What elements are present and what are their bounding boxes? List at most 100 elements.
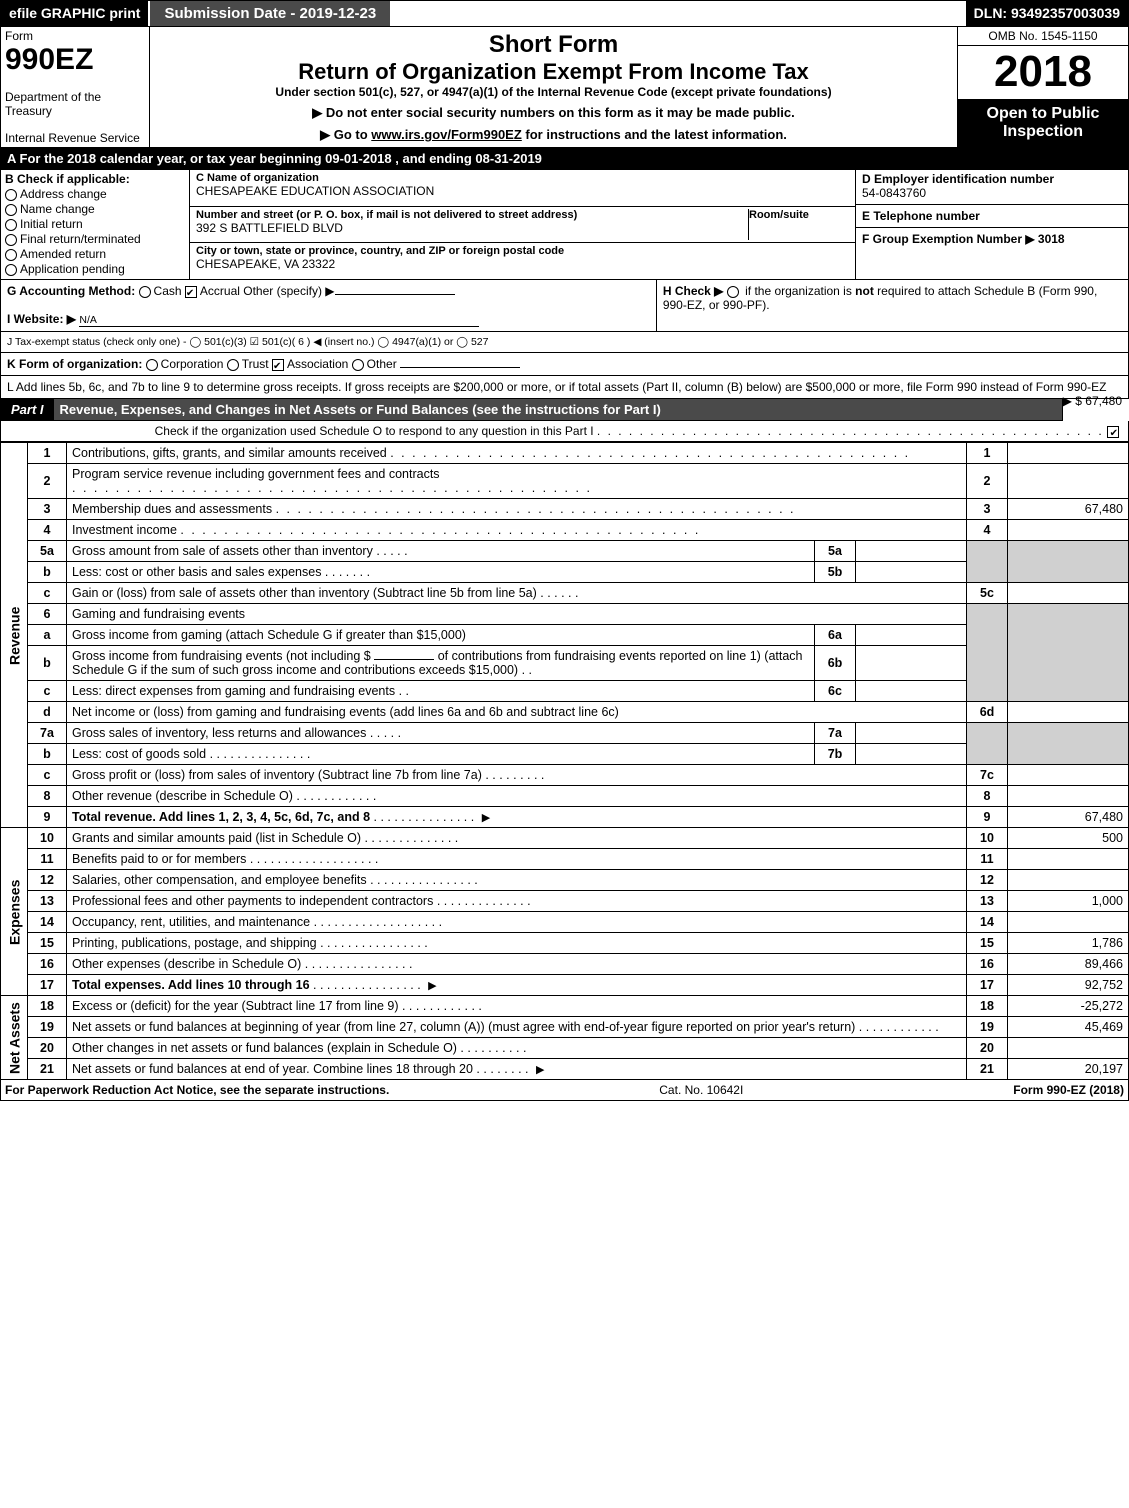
row-6d-num: d — [28, 702, 67, 723]
k-assoc-check[interactable] — [272, 359, 284, 371]
row-6d-box: 6d — [967, 702, 1008, 723]
k-other-radio[interactable] — [352, 359, 364, 371]
row-17-desc: Total expenses. Add lines 10 through 16 … — [67, 975, 967, 996]
row-15-num: 15 — [28, 933, 67, 954]
under-section: Under section 501(c), 527, or 4947(a)(1)… — [158, 85, 949, 99]
form-id-block: Form 990EZ Department of the Treasury In… — [1, 27, 150, 147]
row-1-num: 1 — [28, 443, 67, 464]
k-corp-radio[interactable] — [146, 359, 158, 371]
g-label: G Accounting Method: — [7, 284, 135, 298]
row-7b-desc: Less: cost of goods sold . . . . . . . .… — [67, 744, 815, 765]
row-5c-amt — [1008, 583, 1129, 604]
check-application-pending[interactable]: Application pending — [5, 262, 185, 276]
row-21-desc: Net assets or fund balances at end of ye… — [67, 1059, 967, 1080]
row-6abc-shade-amt — [1008, 604, 1129, 702]
h-radio[interactable] — [727, 286, 739, 298]
cash-label: Cash — [154, 284, 182, 298]
row-11-amt — [1008, 849, 1129, 870]
section-b-title: B Check if applicable: — [5, 172, 185, 186]
org-city: CHESAPEAKE, VA 23322 — [196, 257, 849, 271]
row-7a-num: 7a — [28, 723, 67, 744]
row-9-amt: 67,480 — [1008, 807, 1129, 828]
row-7ab-shade-amt — [1008, 723, 1129, 765]
row-5a-desc: Gross amount from sale of assets other t… — [67, 541, 815, 562]
cash-radio[interactable] — [139, 286, 151, 298]
check-final-return[interactable]: Final return/terminated — [5, 232, 185, 246]
row-16-amt: 89,466 — [1008, 954, 1129, 975]
row-6b-num: b — [28, 646, 67, 681]
page-footer: For Paperwork Reduction Act Notice, see … — [0, 1080, 1129, 1101]
row-14-box: 14 — [967, 912, 1008, 933]
check-amended-return[interactable]: Amended return — [5, 247, 185, 261]
other-specify-line[interactable] — [335, 294, 455, 295]
row-12-desc: Salaries, other compensation, and employ… — [67, 870, 967, 891]
row-11-desc: Benefits paid to or for members . . . . … — [67, 849, 967, 870]
row-4-box: 4 — [967, 520, 1008, 541]
row-7a-ib: 7a — [815, 723, 856, 744]
k-corp: Corporation — [161, 357, 224, 371]
row-14-num: 14 — [28, 912, 67, 933]
row-9-num: 9 — [28, 807, 67, 828]
row-19-desc: Net assets or fund balances at beginning… — [67, 1017, 967, 1038]
part1-label: Part I — [1, 399, 54, 420]
tax-year: 2018 — [958, 46, 1128, 98]
row-10-amt: 500 — [1008, 828, 1129, 849]
open-inspection: Open to Public Inspection — [958, 99, 1128, 147]
meta-table: B Check if applicable: Address change Na… — [0, 170, 1129, 280]
row-2-num: 2 — [28, 464, 67, 499]
row-6c-ib: 6c — [815, 681, 856, 702]
check-name-change[interactable]: Name change — [5, 202, 185, 216]
netassets-side-label: Net Assets — [1, 996, 28, 1080]
row-6-num: 6 — [28, 604, 67, 625]
row-7b-num: b — [28, 744, 67, 765]
footer-form: Form 990-EZ (2018) — [1013, 1083, 1124, 1097]
row-3-num: 3 — [28, 499, 67, 520]
part1-table: Revenue 1 Contributions, gifts, grants, … — [0, 442, 1129, 1080]
row-8-box: 8 — [967, 786, 1008, 807]
check-initial-return[interactable]: Initial return — [5, 217, 185, 231]
l-text: L Add lines 5b, 6c, and 7b to line 9 to … — [7, 380, 1106, 394]
form-header: Form 990EZ Department of the Treasury In… — [0, 27, 1129, 148]
room-label: Room/suite — [749, 209, 849, 221]
accrual-check[interactable] — [185, 286, 197, 298]
k-trust: Trust — [242, 357, 269, 371]
part1-checkbox[interactable] — [1107, 426, 1119, 438]
part1-title: Revenue, Expenses, and Changes in Net As… — [54, 399, 1062, 420]
irs-link[interactable]: www.irs.gov/Form990EZ — [371, 127, 522, 142]
row-11-box: 11 — [967, 849, 1008, 870]
k-line: K Form of organization: Corporation Trus… — [0, 353, 1129, 376]
row-9-desc: Total revenue. Add lines 1, 2, 3, 4, 5c,… — [67, 807, 967, 828]
row-16-num: 16 — [28, 954, 67, 975]
row-5c-num: c — [28, 583, 67, 604]
row-7ab-shade — [967, 723, 1008, 765]
g-h-row: G Accounting Method: Cash Accrual Other … — [0, 280, 1129, 332]
row-6d-desc: Net income or (loss) from gaming and fun… — [67, 702, 967, 723]
period-bar: A For the 2018 calendar year, or tax yea… — [0, 148, 1129, 170]
addr-label: Number and street (or P. O. box, if mail… — [196, 209, 748, 221]
row-12-num: 12 — [28, 870, 67, 891]
row-20-num: 20 — [28, 1038, 67, 1059]
row-7a-iv — [856, 723, 967, 744]
part1-check-row: Check if the organization used Schedule … — [0, 421, 1129, 442]
org-address: 392 S BATTLEFIELD BLVD — [196, 221, 748, 235]
check-address-change[interactable]: Address change — [5, 187, 185, 201]
k-trust-radio[interactable] — [227, 359, 239, 371]
row-3-amt: 67,480 — [1008, 499, 1129, 520]
instruction-link: ▶ Go to www.irs.gov/Form990EZ for instru… — [158, 127, 949, 143]
row-7c-num: c — [28, 765, 67, 786]
efile-print-label[interactable]: efile GRAPHIC print — [1, 1, 148, 26]
org-block: C Name of organization CHESAPEAKE EDUCAT… — [190, 170, 856, 279]
l-amount: ▶ $ 67,480 — [1063, 394, 1122, 408]
top-bar: efile GRAPHIC print Submission Date - 20… — [0, 0, 1129, 27]
row-12-amt — [1008, 870, 1129, 891]
row-18-amt: -25,272 — [1008, 996, 1129, 1017]
row-13-amt: 1,000 — [1008, 891, 1129, 912]
d-label: D Employer identification number — [862, 172, 1122, 186]
k-other-line[interactable] — [400, 367, 520, 368]
row-5b-iv — [856, 562, 967, 583]
row-13-box: 13 — [967, 891, 1008, 912]
omb-number: OMB No. 1545-1150 — [958, 27, 1128, 46]
row-20-amt — [1008, 1038, 1129, 1059]
k-assoc: Association — [287, 357, 348, 371]
short-form-title: Short Form — [158, 31, 949, 59]
